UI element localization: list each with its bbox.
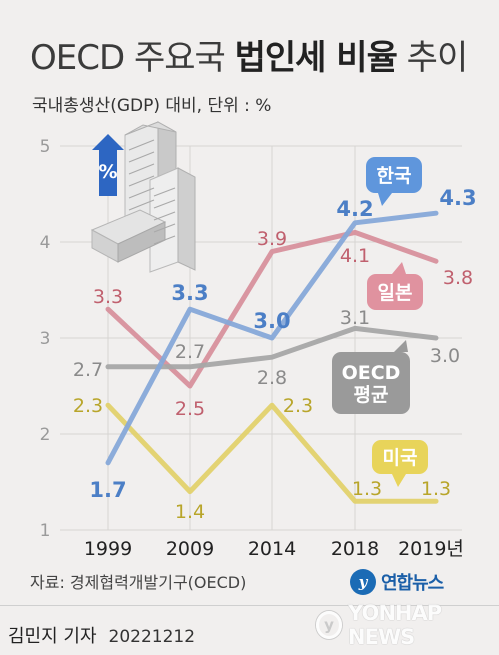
yonhap-logo: y 연합뉴스 — [350, 567, 444, 597]
data-label: 2.5 — [175, 398, 205, 420]
x-tick-label: 2014 — [248, 538, 296, 560]
x-tick-label: 2009 — [166, 538, 214, 560]
y-tick-label: 2 — [40, 425, 51, 445]
data-label: 3.0 — [430, 345, 460, 367]
data-label: 4.3 — [439, 186, 476, 210]
x-tick-label: 2018 — [331, 538, 379, 560]
series-bubble: 미국 — [372, 440, 428, 487]
data-label: 1.3 — [421, 478, 451, 500]
y-tick-label: 4 — [40, 233, 51, 253]
source-note: 자료: 경제협력개발기구(OECD) — [30, 573, 247, 592]
data-labels: 1.7 3.3 3.0 4.2 4.3 3.3 2.5 3.9 4.1 3.8 2.7 2.7 2.8 3… — [73, 186, 477, 523]
data-label: 2.7 — [175, 341, 205, 363]
series-lines — [105, 210, 439, 504]
data-label: 2.3 — [283, 395, 313, 417]
data-label: 1.4 — [175, 501, 205, 523]
reporter-credit: 김민지 기자 20221212 — [8, 622, 195, 648]
page-title: OECD 주요국 법인세 비율 추이 — [30, 38, 468, 78]
x-tick-label: 1999 — [84, 538, 132, 560]
bubble-label: OECD — [342, 362, 401, 384]
axis-labels: 1 2 3 4 5 1999 2009 2014 2018 2019년 — [40, 137, 464, 560]
data-label: 2.8 — [257, 367, 287, 389]
y-tick-label: 3 — [40, 329, 51, 349]
bubble-label: 일본 — [378, 282, 413, 304]
data-label: 4.2 — [336, 197, 373, 221]
bubble-tail — [392, 262, 406, 274]
bubble-box — [372, 440, 428, 474]
data-label: 3.3 — [93, 286, 123, 308]
watermark-icon: y — [316, 611, 343, 639]
series-bubble: 일본 — [367, 262, 423, 310]
bubble-label: 미국 — [383, 447, 418, 469]
data-label: 3.8 — [443, 267, 473, 289]
watermark-text: YONHAP NEWS — [348, 601, 442, 649]
bubble-box — [366, 157, 422, 193]
series-line-3 — [105, 402, 439, 504]
publish-date: 20221212 — [108, 627, 196, 647]
x-tick-label: 2019년 — [398, 538, 464, 560]
data-label: 1.7 — [89, 478, 126, 502]
y-tick-label: 5 — [40, 137, 51, 157]
yonhap-logo-icon: y — [350, 569, 376, 595]
yonhap-watermark: y YONHAP NEWS — [316, 601, 499, 649]
bubble-tail — [378, 193, 392, 206]
data-label: 4.1 — [340, 245, 370, 267]
reporter-name: 김민지 기자 — [8, 626, 97, 647]
data-label: 3.1 — [340, 307, 370, 329]
data-label: 2.3 — [73, 395, 103, 417]
bubble-box — [367, 274, 423, 310]
series-bubble: 한국 — [366, 157, 422, 206]
data-label: 3.9 — [257, 228, 287, 250]
footer-divider — [0, 605, 499, 606]
bubble-tail — [392, 474, 406, 487]
data-label: 3.3 — [171, 281, 208, 305]
yonhap-logo-text: 연합뉴스 — [381, 573, 444, 594]
bubble-label: 한국 — [377, 165, 412, 187]
y-tick-label: 1 — [40, 521, 51, 541]
bubble-box — [332, 352, 410, 414]
data-label: 2.7 — [73, 359, 103, 381]
bubble-tail — [394, 340, 408, 352]
chart-subtitle: 국내총생산(GDP) 대비, 단위 : % — [32, 96, 272, 116]
data-label: 3.0 — [253, 309, 290, 333]
series-line-0 — [105, 210, 439, 466]
percent-badge: % — [98, 161, 117, 183]
data-label: 1.3 — [352, 478, 382, 500]
building-icon: % — [90, 121, 196, 273]
bubble-label: 평균 — [354, 384, 389, 406]
series-line-2 — [105, 325, 439, 370]
